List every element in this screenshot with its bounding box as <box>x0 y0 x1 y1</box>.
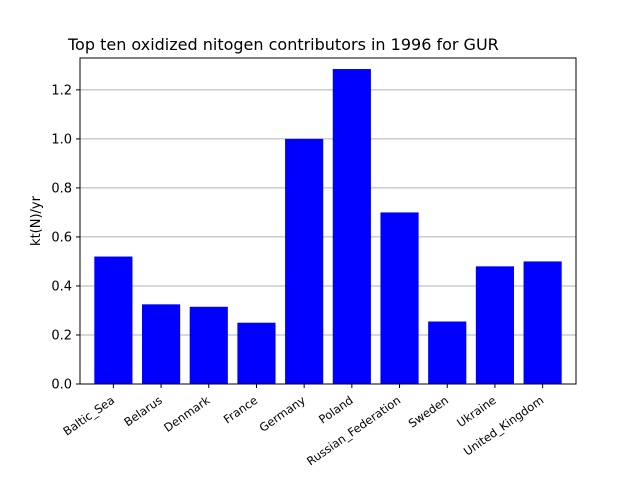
bar-germany <box>285 138 324 384</box>
y-tick-label: 0.4 <box>51 279 72 294</box>
y-tick-label: 0.2 <box>51 328 72 343</box>
x-tick-label: Denmark <box>161 393 213 435</box>
bar-sweden <box>428 321 467 384</box>
bar-baltic_sea <box>94 256 133 384</box>
bar-ukraine <box>475 266 514 384</box>
bars <box>94 69 562 384</box>
x-tick-label: France <box>221 393 260 426</box>
x-tick-label: Poland <box>316 393 355 426</box>
y-tick-label: 0.6 <box>51 230 72 245</box>
bar-united_kingdom <box>523 261 562 384</box>
y-axis-label: kt(N)/yr <box>29 195 44 246</box>
y-tick-label: 1.0 <box>51 132 72 147</box>
y-tick-label: 0.0 <box>51 378 72 393</box>
y-tick-label: 0.8 <box>51 181 72 196</box>
bar-belarus <box>142 304 181 384</box>
x-tick-label: Sweden <box>406 393 451 431</box>
plot-frame <box>79 57 577 385</box>
bar-denmark <box>189 306 228 384</box>
x-tick-label: Belarus <box>121 393 164 429</box>
x-tick-label: Germany <box>257 393 308 435</box>
chart-title: Top ten oxidized nitogen contributors in… <box>67 35 499 54</box>
y-axis-ticks: 0.0 0.2 0.4 0.6 0.8 1.0 1.2 <box>51 83 80 393</box>
bar-poland <box>332 69 371 384</box>
y-tick-label: 1.2 <box>51 83 72 98</box>
x-tick-label: Baltic_Sea <box>60 393 117 439</box>
x-tick-label: United_Kingdom <box>461 393 546 459</box>
bar-france <box>237 322 276 384</box>
bar-russian_federation <box>380 212 419 384</box>
